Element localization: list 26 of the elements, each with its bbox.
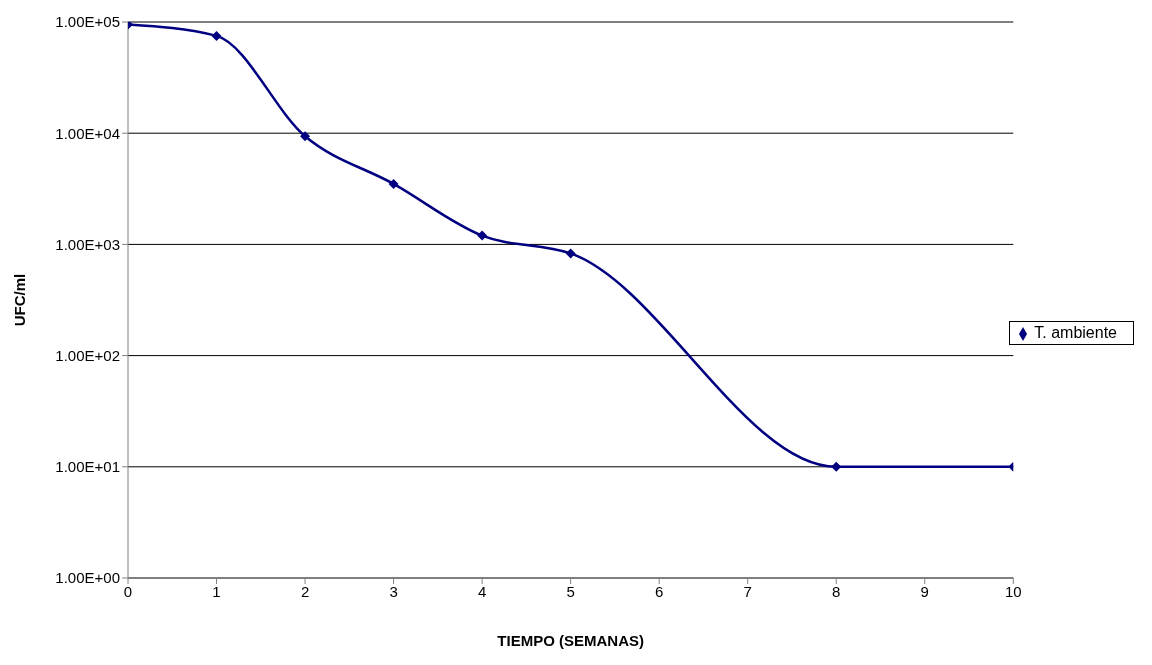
legend-label: T. ambiente bbox=[1034, 324, 1117, 341]
point bbox=[211, 30, 222, 41]
x-tick-label: 5 bbox=[566, 582, 575, 600]
x-tick-label: 7 bbox=[743, 582, 752, 600]
x-tick-label: 9 bbox=[920, 582, 929, 600]
x-tick-label: 4 bbox=[477, 582, 487, 600]
point bbox=[300, 131, 311, 142]
y-tick-label: 1.00E+05 bbox=[55, 13, 120, 31]
y-axis-title: UFC/ml bbox=[11, 273, 29, 327]
point bbox=[565, 248, 576, 259]
x-tick-label: 0 bbox=[123, 582, 133, 600]
point bbox=[388, 178, 399, 189]
y-tick-label: 1.00E+02 bbox=[55, 346, 120, 364]
y-tick-label: 1.00E+03 bbox=[55, 235, 120, 253]
x-tick-label: 8 bbox=[832, 582, 841, 600]
x-tick-label: 3 bbox=[389, 582, 398, 600]
y-tick-label: 1.00E+04 bbox=[55, 124, 120, 142]
x-tick-label: 1 bbox=[212, 582, 221, 600]
y-tick-label: 1.00E+00 bbox=[55, 569, 120, 587]
x-tick-label: 6 bbox=[655, 582, 664, 600]
x-tick-label: 2 bbox=[300, 582, 310, 600]
point bbox=[831, 461, 842, 472]
x-tick-label: 10 bbox=[1004, 582, 1022, 600]
y-tick-label: 1.00E+01 bbox=[55, 458, 120, 476]
x-axis-title: TIEMPO (SEMANAS) bbox=[497, 632, 644, 649]
point bbox=[477, 230, 488, 241]
